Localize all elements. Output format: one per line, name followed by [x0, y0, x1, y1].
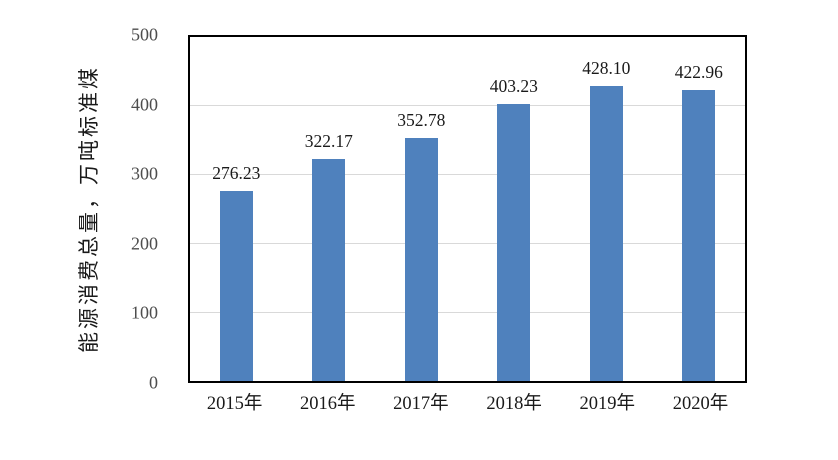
- y-axis-tick-label: 200: [131, 233, 158, 254]
- x-axis-category-label: 2020年: [672, 394, 729, 414]
- x-axis-category-label: 2018年: [486, 394, 542, 414]
- y-axis-ticks: 0 100 200 300 400 500: [60, 25, 158, 393]
- bar-slot: 352.78: [375, 37, 468, 381]
- y-axis-tick-label: 0: [149, 372, 158, 393]
- bar: [312, 159, 346, 381]
- bar-value-label: 352.78: [397, 110, 446, 131]
- bar-value-label: 428.10: [582, 58, 631, 79]
- bar-slot: 403.23: [468, 37, 561, 381]
- bar: [682, 90, 716, 381]
- x-axis-category-label: 2017年: [393, 394, 449, 414]
- gridlines: [190, 37, 745, 381]
- bar-value-label: 403.23: [489, 75, 538, 96]
- gridline: [190, 105, 745, 107]
- bar-slot: 428.10: [560, 37, 653, 381]
- bar: [404, 138, 438, 381]
- x-axis-category-label: 2016年: [300, 394, 356, 414]
- y-axis-tick-label: 300: [131, 163, 158, 184]
- x-axis-category-label: 2015年: [206, 394, 263, 414]
- bar: [497, 103, 531, 381]
- plot-area: 276.23 322.17 352.78 403.23 428.10 422.96: [188, 35, 747, 383]
- gridline: [190, 174, 745, 176]
- y-axis-tick-label: 400: [131, 94, 158, 115]
- bar: [219, 190, 253, 381]
- y-axis-tick-label: 100: [131, 302, 158, 323]
- bar-series: 276.23 322.17 352.78 403.23 428.10 422.96: [190, 37, 745, 381]
- bar-slot: 322.17: [283, 37, 376, 381]
- bar: [589, 86, 623, 381]
- bar-value-label: 322.17: [304, 131, 353, 152]
- bar-slot: 422.96: [653, 37, 746, 381]
- bar-value-label: 422.96: [674, 62, 723, 83]
- bar-value-label: 276.23: [212, 162, 261, 183]
- y-axis-tick-label: 500: [131, 24, 158, 45]
- x-axis-category-label: 2019年: [579, 394, 636, 414]
- x-axis-labels: 2015年 2016年 2017年 2018年 2019年 2020年: [188, 389, 747, 415]
- gridline: [190, 242, 745, 244]
- gridline: [190, 311, 745, 313]
- bar-slot: 276.23: [190, 37, 283, 381]
